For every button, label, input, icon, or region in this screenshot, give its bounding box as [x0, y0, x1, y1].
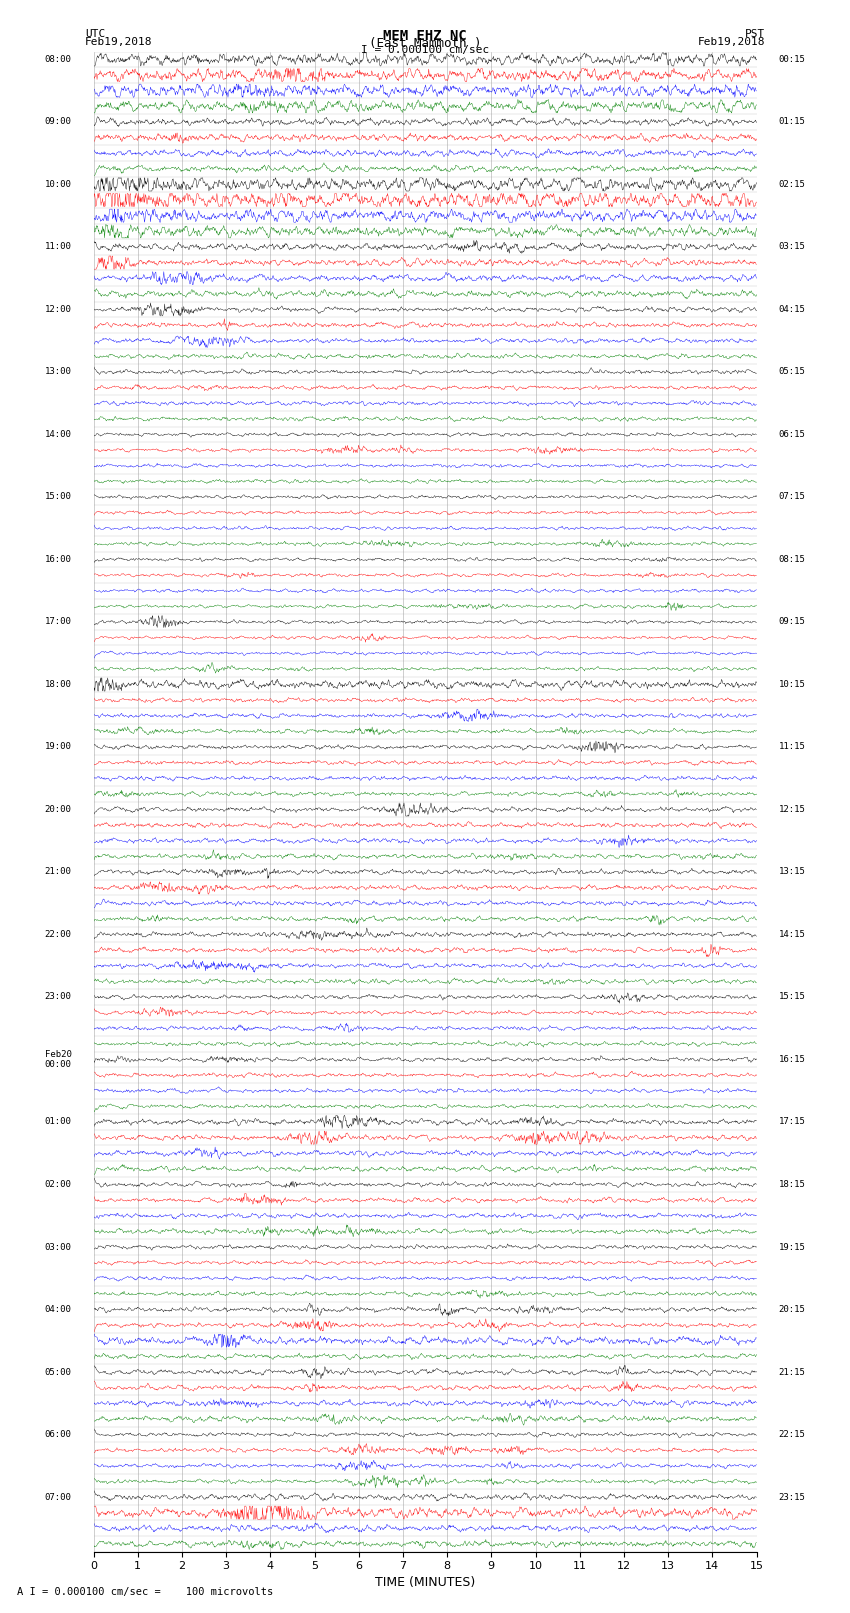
Text: 00:15: 00:15	[779, 55, 806, 65]
Text: 03:15: 03:15	[779, 242, 806, 252]
Text: 21:15: 21:15	[779, 1368, 806, 1376]
Text: 18:00: 18:00	[44, 681, 71, 689]
Text: 02:15: 02:15	[779, 181, 806, 189]
Text: 09:00: 09:00	[44, 118, 71, 126]
Text: 14:00: 14:00	[44, 431, 71, 439]
Text: 12:15: 12:15	[779, 805, 806, 815]
Text: 04:00: 04:00	[44, 1305, 71, 1315]
Text: 15:00: 15:00	[44, 492, 71, 502]
Text: 10:00: 10:00	[44, 181, 71, 189]
Text: 22:15: 22:15	[779, 1431, 806, 1439]
Text: 22:00: 22:00	[44, 931, 71, 939]
Text: 01:15: 01:15	[779, 118, 806, 126]
X-axis label: TIME (MINUTES): TIME (MINUTES)	[375, 1576, 475, 1589]
Text: 03:00: 03:00	[44, 1242, 71, 1252]
Text: 15:15: 15:15	[779, 992, 806, 1002]
Text: UTC: UTC	[85, 29, 105, 39]
Text: 02:00: 02:00	[44, 1181, 71, 1189]
Text: 13:15: 13:15	[779, 868, 806, 876]
Text: 04:15: 04:15	[779, 305, 806, 315]
Text: (East Mammoth ): (East Mammoth )	[369, 37, 481, 50]
Text: 01:00: 01:00	[44, 1118, 71, 1126]
Text: 12:00: 12:00	[44, 305, 71, 315]
Text: 16:15: 16:15	[779, 1055, 806, 1065]
Text: 23:00: 23:00	[44, 992, 71, 1002]
Text: 17:00: 17:00	[44, 618, 71, 626]
Text: 05:15: 05:15	[779, 368, 806, 376]
Text: 06:15: 06:15	[779, 431, 806, 439]
Text: Feb19,2018: Feb19,2018	[698, 37, 765, 47]
Text: 06:00: 06:00	[44, 1431, 71, 1439]
Text: 07:00: 07:00	[44, 1492, 71, 1502]
Text: 17:15: 17:15	[779, 1118, 806, 1126]
Text: 09:15: 09:15	[779, 618, 806, 626]
Text: 18:15: 18:15	[779, 1181, 806, 1189]
Text: 08:15: 08:15	[779, 555, 806, 565]
Text: PST: PST	[745, 29, 765, 39]
Text: 10:15: 10:15	[779, 681, 806, 689]
Text: Feb19,2018: Feb19,2018	[85, 37, 152, 47]
Text: 21:00: 21:00	[44, 868, 71, 876]
Text: Feb20
00:00: Feb20 00:00	[44, 1050, 71, 1069]
Text: MEM EHZ NC: MEM EHZ NC	[383, 29, 467, 44]
Text: 19:15: 19:15	[779, 1242, 806, 1252]
Text: 19:00: 19:00	[44, 742, 71, 752]
Text: 08:00: 08:00	[44, 55, 71, 65]
Text: 16:00: 16:00	[44, 555, 71, 565]
Text: 05:00: 05:00	[44, 1368, 71, 1376]
Text: A I = 0.000100 cm/sec =    100 microvolts: A I = 0.000100 cm/sec = 100 microvolts	[17, 1587, 273, 1597]
Text: 11:00: 11:00	[44, 242, 71, 252]
Text: 14:15: 14:15	[779, 931, 806, 939]
Text: 23:15: 23:15	[779, 1492, 806, 1502]
Text: 20:15: 20:15	[779, 1305, 806, 1315]
Text: I = 0.000100 cm/sec: I = 0.000100 cm/sec	[361, 45, 489, 55]
Text: 11:15: 11:15	[779, 742, 806, 752]
Text: 20:00: 20:00	[44, 805, 71, 815]
Text: 07:15: 07:15	[779, 492, 806, 502]
Text: 13:00: 13:00	[44, 368, 71, 376]
